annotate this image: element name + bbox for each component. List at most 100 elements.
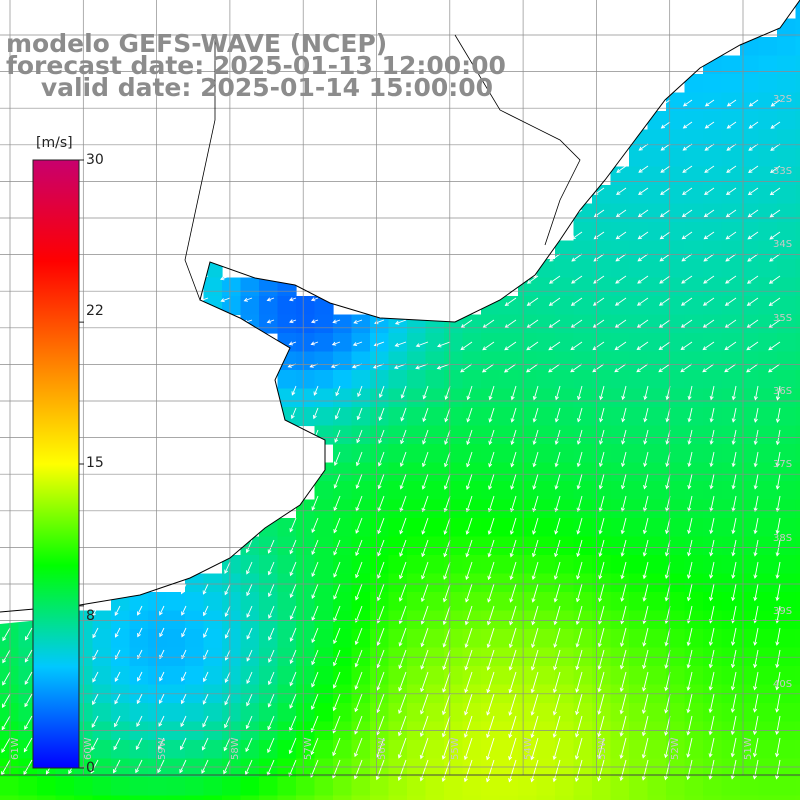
- wind-cell: [629, 203, 649, 223]
- wind-cell: [407, 592, 427, 612]
- wind-cell: [259, 592, 279, 612]
- wind-arrow: [333, 473, 341, 489]
- wind-arrow: [333, 561, 341, 578]
- lon-label: 55W: [450, 737, 461, 760]
- wind-cell: [314, 499, 334, 519]
- wind-arrow: [508, 649, 517, 671]
- wind-arrow: [775, 385, 781, 401]
- wind-cell: [333, 777, 353, 797]
- wind-cell: [684, 444, 704, 464]
- wind-arrow: [708, 627, 715, 647]
- wind-cell: [555, 296, 575, 316]
- wind-arrow: [704, 165, 715, 173]
- wind-arrow: [746, 275, 759, 284]
- wind-arrow: [687, 473, 693, 490]
- wind-arrow: [553, 561, 561, 580]
- wind-cell: [425, 444, 445, 464]
- wind-arrow: [530, 671, 539, 694]
- wind-arrow: [775, 517, 781, 535]
- wind-arrow: [775, 561, 781, 579]
- wind-arrow: [642, 561, 649, 580]
- wind-arrow: [686, 583, 693, 602]
- wind-cell: [721, 740, 741, 760]
- wind-cell: [166, 666, 186, 686]
- wind-cell: [740, 129, 760, 149]
- wind-arrow: [488, 407, 495, 423]
- wind-cell: [758, 259, 778, 279]
- wind-cell: [425, 795, 445, 800]
- wind-arrow: [552, 693, 561, 716]
- wind-arrow: [725, 209, 737, 218]
- wind-arrow: [508, 737, 517, 761]
- wind-cell: [610, 795, 630, 800]
- wind-arrow: [599, 407, 605, 423]
- wind-cell: [370, 703, 390, 723]
- wind-cell: [370, 721, 390, 741]
- wind-cell: [610, 777, 630, 797]
- wind-cell: [703, 777, 723, 797]
- wind-cell: [592, 370, 612, 390]
- wind-arrow: [531, 627, 539, 649]
- wind-cell: [425, 592, 445, 612]
- wind-cell: [666, 425, 686, 445]
- wind-cell: [277, 666, 297, 686]
- wind-cell: [444, 610, 464, 630]
- wind-cell: [333, 758, 353, 778]
- wind-arrow: [592, 297, 605, 306]
- wind-arrow: [181, 671, 187, 682]
- wind-cell: [758, 314, 778, 334]
- wind-arrow: [553, 649, 561, 671]
- wind-cell: [647, 795, 667, 800]
- wind-cell: [92, 666, 112, 686]
- wind-cell: [240, 573, 260, 593]
- wind-arrow: [114, 671, 121, 682]
- wind-cell: [481, 462, 501, 482]
- wind-arrow: [768, 341, 781, 351]
- wind-cell: [703, 259, 723, 279]
- wind-arrow: [290, 407, 297, 420]
- wind-arrow: [398, 627, 407, 647]
- wind-cell: [703, 481, 723, 501]
- wind-arrow: [552, 759, 561, 783]
- wind-arrow: [709, 407, 715, 423]
- wind-cell: [629, 777, 649, 797]
- wind-arrow: [554, 451, 561, 468]
- wind-cell: [425, 573, 445, 593]
- lat-label: 36S: [773, 386, 792, 397]
- wind-cell: [444, 740, 464, 760]
- wind-cell: [758, 74, 778, 94]
- wind-cell: [536, 721, 556, 741]
- lon-label: 52W: [670, 737, 681, 760]
- wind-cell: [462, 740, 482, 760]
- wind-arrow: [267, 671, 275, 686]
- wind-cell: [314, 703, 334, 723]
- wind-arrow: [642, 517, 649, 535]
- wind-arrow: [355, 583, 363, 601]
- wind-cell: [407, 333, 427, 353]
- wind-arrow: [354, 737, 363, 758]
- wind-arrow: [615, 275, 627, 284]
- wind-arrow: [224, 693, 231, 706]
- wind-cell: [777, 666, 797, 686]
- wind-cell: [740, 55, 760, 75]
- wind-arrow: [202, 583, 209, 595]
- wind-cell: [462, 555, 482, 575]
- wind-cell: [388, 425, 408, 445]
- lat-label: 38S: [773, 533, 792, 544]
- wind-cell: [758, 740, 778, 760]
- wind-cell: [240, 703, 260, 723]
- wind-cell: [0, 758, 20, 778]
- wind-cell: [629, 518, 649, 538]
- wind-arrow: [289, 693, 297, 709]
- wind-cell: [296, 536, 316, 556]
- wind-cell: [148, 629, 168, 649]
- wind-cell: [703, 185, 723, 205]
- wind-arrow: [532, 517, 539, 535]
- wind-cell: [407, 555, 427, 575]
- wind-cell: [129, 610, 149, 630]
- wind-arrow: [686, 627, 693, 647]
- wind-cell: [388, 777, 408, 797]
- wind-arrow: [331, 341, 341, 346]
- wind-arrow: [266, 297, 275, 302]
- wind-cell: [370, 666, 390, 686]
